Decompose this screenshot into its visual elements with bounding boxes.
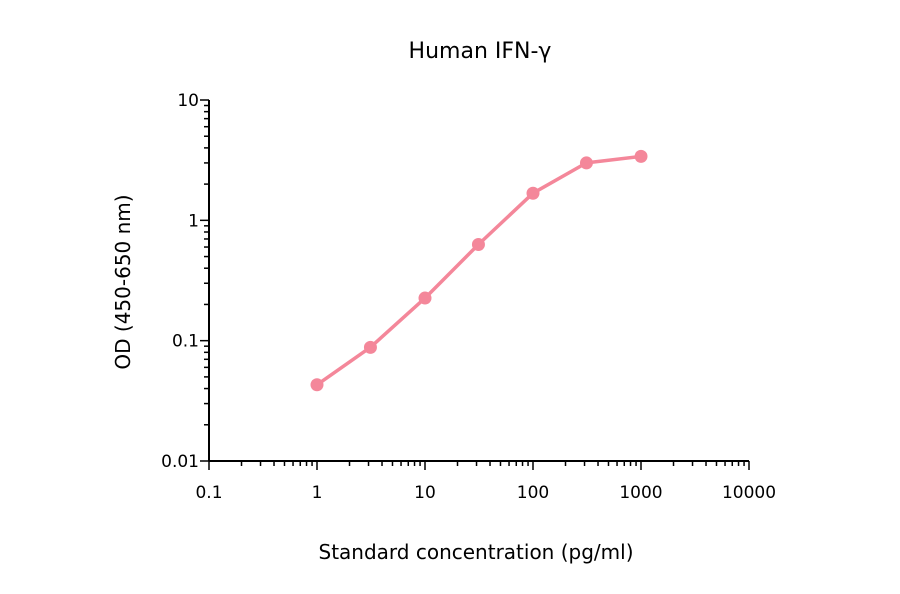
data-point bbox=[634, 149, 648, 163]
x-tick-label: 100 bbox=[517, 483, 549, 503]
x-tick-label: 10000 bbox=[722, 483, 776, 503]
x-tick-label: 10 bbox=[414, 483, 436, 503]
data-point bbox=[363, 340, 377, 354]
data-point bbox=[310, 378, 324, 392]
y-axis-label: OD (450-650 nm) bbox=[111, 194, 135, 369]
plot-area bbox=[310, 149, 648, 392]
tick-labels: 0.1 1 10 100 1000 10000 0.01 0.1 1 10 bbox=[161, 91, 776, 503]
x-tick-label: 1 bbox=[312, 483, 323, 503]
chart-title: Human IFN-γ bbox=[409, 39, 552, 64]
x-tick-label: 1000 bbox=[619, 483, 662, 503]
axes bbox=[200, 99, 750, 470]
x-axis-label: Standard concentration (pg/ml) bbox=[319, 540, 634, 564]
data-point bbox=[418, 291, 432, 305]
y-tick-label: 1 bbox=[188, 211, 199, 231]
data-point bbox=[471, 237, 485, 251]
y-tick-label: 0.01 bbox=[161, 452, 199, 472]
data-point bbox=[526, 186, 540, 200]
y-tick-label: 0.1 bbox=[172, 332, 199, 352]
x-tick-label: 0.1 bbox=[195, 483, 222, 503]
data-point bbox=[579, 156, 593, 170]
y-tick-label: 10 bbox=[177, 91, 199, 111]
